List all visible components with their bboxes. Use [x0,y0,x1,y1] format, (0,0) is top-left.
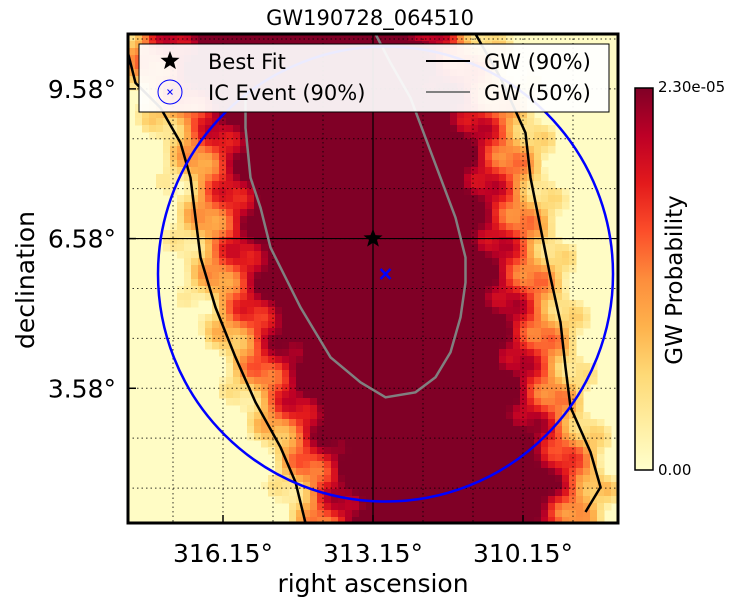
colorbar-max-label: 2.30e-05 [658,78,725,96]
legend-best-fit-star-icon [160,51,180,70]
legend-ic-x-icon [167,89,173,95]
legend-box [138,43,610,113]
chart-title: GW190728_064510 [266,6,474,31]
best-fit-star [363,228,383,247]
x-tick-label: 313.15° [323,539,423,568]
ic-event-marker [379,268,392,280]
legend-gw50-label: GW (50%) [484,81,591,105]
legend-gw90-label: GW (90%) [484,50,591,74]
colorbar [634,87,654,471]
y-tick-label: 3.58° [48,374,116,403]
legend: Best Fit IC Event (90%) GW (90%) GW (50%… [138,43,610,113]
colorbar-min-label: 0.00 [658,461,691,479]
colorbar-label: GW Probability [662,195,688,364]
gw-50-contour [244,34,467,399]
y-axis-label: declination [11,211,40,349]
y-tick-label: 9.58° [48,75,116,104]
x-tick-label: 310.15° [473,539,573,568]
legend-ic-circle-icon [157,79,183,105]
x-axis-ticks: 316.15° 313.15° 310.15° [173,515,573,568]
x-tick-label: 316.15° [173,539,273,568]
gw-90-contour-right [474,34,602,513]
y-tick-label: 6.58° [48,225,116,254]
legend-ic-event-label: IC Event (90%) [208,81,365,105]
x-axis-label: right ascension [277,569,468,598]
y-axis-ticks: 9.58° 6.58° 3.58° [48,75,136,403]
legend-best-fit-label: Best Fit [208,50,286,74]
